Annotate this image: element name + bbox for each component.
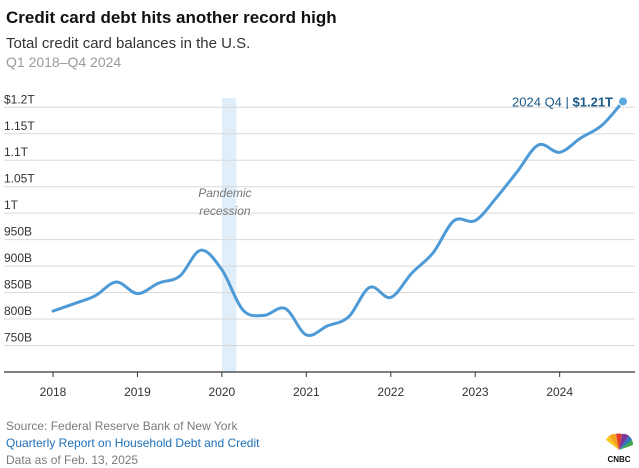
x-tick-label: 2019 bbox=[124, 385, 151, 399]
data-as-of-note: Data as of Feb. 13, 2025 bbox=[6, 453, 139, 467]
y-tick-label: 800B bbox=[4, 304, 32, 318]
recession-label-layer: Pandemic recession bbox=[198, 186, 251, 218]
x-axis-tick-labels: 2018 2019 2020 2021 2022 2023 2024 bbox=[40, 385, 574, 399]
y-tick-label: 950B bbox=[4, 225, 32, 239]
series-line bbox=[51, 100, 625, 337]
annotation-layer: 2024 Q4 | $1.21T bbox=[512, 94, 628, 109]
x-tick-label: 2021 bbox=[293, 385, 320, 399]
recession-label-line2: recession bbox=[199, 204, 251, 218]
y-tick-label: 1T bbox=[4, 198, 19, 212]
chart-title: Credit card debt hits another record hig… bbox=[6, 8, 337, 27]
y-tick-label: 750B bbox=[4, 331, 32, 345]
recession-label-line1: Pandemic bbox=[198, 186, 251, 200]
y-tick-label: 1.15T bbox=[4, 119, 35, 133]
x-tick-label: 2022 bbox=[377, 385, 404, 399]
y-tick-label: 900B bbox=[4, 251, 32, 265]
end-point-marker bbox=[618, 96, 628, 107]
y-tick-label: 1.1T bbox=[4, 145, 29, 159]
y-tick-label: $1.2T bbox=[4, 92, 35, 106]
grid-lines bbox=[4, 106, 635, 347]
end-point-label: 2024 Q4 | $1.21T bbox=[512, 94, 613, 109]
report-link[interactable]: Quarterly Report on Household Debt and C… bbox=[6, 436, 260, 450]
series-layer bbox=[51, 100, 625, 337]
logo-wordmark: CNBC bbox=[607, 455, 630, 464]
cnbc-peacock-logo: CNBC bbox=[606, 433, 634, 464]
x-axis bbox=[4, 371, 635, 377]
chart-subtitle: Total credit card balances in the U.S. bbox=[6, 35, 251, 52]
date-range: Q1 2018–Q4 2024 bbox=[6, 54, 122, 70]
x-tick-label: 2020 bbox=[209, 385, 236, 399]
y-tick-label: 850B bbox=[4, 278, 32, 292]
recession-shading-layer bbox=[221, 98, 237, 372]
source-note: Source: Federal Reserve Bank of New York bbox=[6, 419, 238, 433]
y-axis-tick-labels: 750B 800B 850B 900B 950B 1T 1.05T 1.1T 1.15T $1.2… bbox=[4, 92, 35, 344]
x-tick-label: 2024 bbox=[546, 385, 573, 399]
x-tick-label: 2018 bbox=[40, 385, 67, 399]
x-tick-label: 2023 bbox=[462, 385, 489, 399]
recession-band bbox=[221, 98, 237, 372]
y-tick-label: 1.05T bbox=[4, 172, 35, 186]
